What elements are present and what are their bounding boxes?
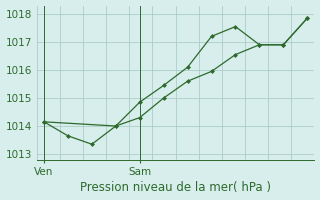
X-axis label: Pression niveau de la mer( hPa ): Pression niveau de la mer( hPa ) [80,181,271,194]
